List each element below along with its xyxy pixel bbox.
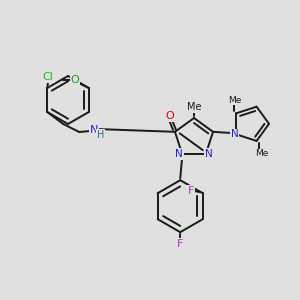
Text: Me: Me [255, 149, 268, 158]
Text: F: F [177, 239, 183, 249]
Text: O: O [166, 111, 174, 121]
Text: O: O [70, 75, 79, 85]
Text: H: H [97, 130, 104, 140]
Text: N: N [231, 129, 238, 140]
Text: Me: Me [228, 96, 241, 105]
Text: Me: Me [187, 102, 201, 112]
Text: N: N [205, 149, 213, 159]
Text: N: N [90, 125, 98, 135]
Text: F: F [188, 186, 194, 196]
Text: N: N [176, 149, 183, 159]
Text: Cl: Cl [43, 72, 54, 82]
